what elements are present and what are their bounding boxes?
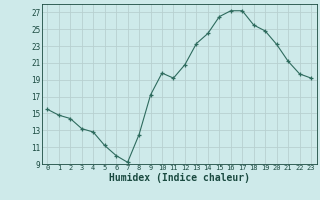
X-axis label: Humidex (Indice chaleur): Humidex (Indice chaleur) [109,173,250,183]
